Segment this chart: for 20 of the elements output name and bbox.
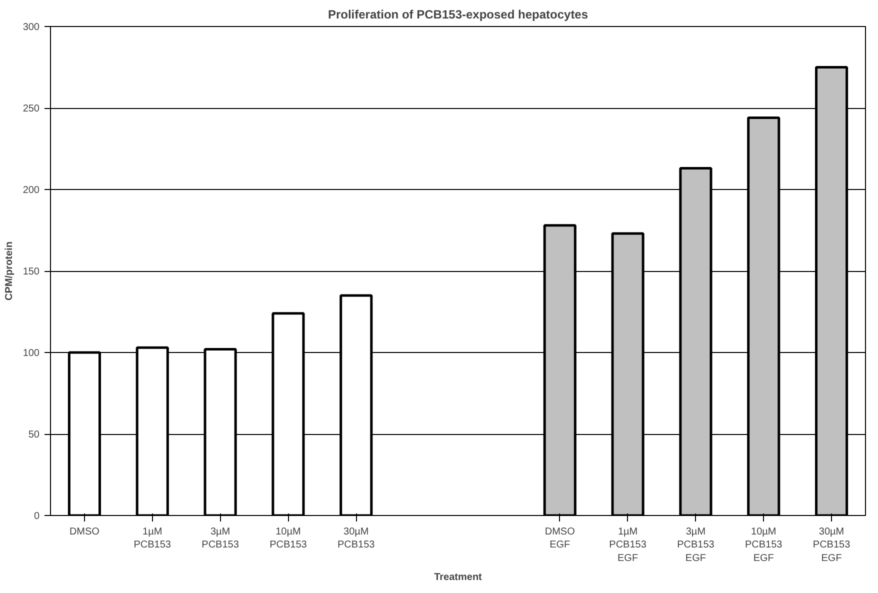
chart-title: Proliferation of PCB153-exposed hepatocytes — [328, 8, 588, 22]
x-tick-label: 30µM PCB153 EGF — [812, 526, 851, 564]
x-tick-label: 30µM PCB153 — [338, 526, 376, 551]
y-tick-label: 150 — [22, 266, 40, 278]
x-tick-label: 10µM PCB153 EGF — [745, 526, 783, 564]
y-tick-label: 50 — [28, 430, 40, 440]
x-tick-label: DMSO EGF — [544, 526, 576, 551]
y-tick-label: 200 — [22, 185, 40, 196]
y-tick-label: 0 — [34, 511, 40, 522]
x-axis-title: Treatment — [434, 572, 483, 583]
y-tick-label: 250 — [22, 104, 40, 114]
x-tick-label: 1µM PCB153 — [134, 526, 172, 551]
y-axis-title: CPM/protein — [4, 242, 15, 300]
y-tick-label: 100 — [22, 348, 40, 359]
x-tick-label: 1µM PCB153 EGF — [609, 526, 647, 564]
x-tick-label: 3µM PCB153 — [202, 526, 240, 551]
y-tick-label: 300 — [22, 22, 40, 33]
x-tick-label: DMSO — [69, 526, 100, 538]
x-tick-label: 3µM PCB153 EGF — [677, 526, 715, 564]
x-tick-label: 10µM PCB153 — [270, 526, 308, 551]
